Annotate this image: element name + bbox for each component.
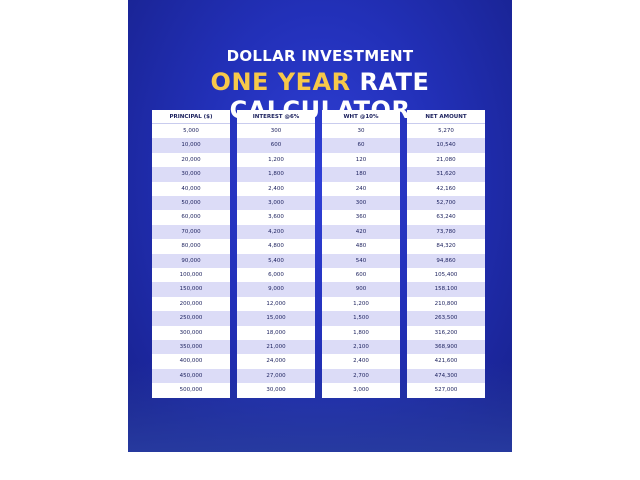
table-cell: 52,700 (407, 196, 485, 211)
table-cell: 24,000 (237, 354, 315, 369)
table-cell: 263,500 (407, 311, 485, 326)
table-cell: 500,000 (152, 383, 230, 398)
table-cell: 250,000 (152, 311, 230, 326)
table-cell: 527,000 (407, 383, 485, 398)
table-cell: 10,540 (407, 138, 485, 153)
column-header: PRINCIPAL ($) (152, 110, 230, 124)
table-cell: 316,200 (407, 325, 485, 340)
table-cell: 27,000 (237, 368, 315, 384)
table-cell: 100,000 (152, 268, 230, 283)
table-cell: 84,320 (407, 239, 485, 254)
table-cell: 240 (322, 181, 400, 196)
table-cell: 4,800 (237, 239, 315, 254)
table-cell: 2,700 (322, 368, 400, 384)
table-cell: 120 (322, 152, 400, 168)
table-cell: 12,000 (237, 296, 315, 312)
subtitle-highlight: ONE YEAR (210, 68, 351, 96)
table-cell: 94,860 (407, 253, 485, 268)
table-cell: 1,500 (322, 311, 400, 326)
table-cell: 158,100 (407, 282, 485, 297)
table-cell: 360 (322, 210, 400, 225)
table-cell: 63,240 (407, 210, 485, 225)
table-cell: 450,000 (152, 368, 230, 384)
table-cell: 73,780 (407, 224, 485, 240)
table-cell: 200,000 (152, 296, 230, 312)
table-cell: 4,200 (237, 224, 315, 240)
table-cell: 210,800 (407, 296, 485, 312)
table-cell: 18,000 (237, 325, 315, 340)
table-cell: 42,160 (407, 181, 485, 196)
table-cell: 368,900 (407, 340, 485, 355)
table-cell: 1,800 (322, 325, 400, 340)
table-cell: 30,000 (152, 167, 230, 182)
table-cell: 21,080 (407, 152, 485, 168)
table-cell: 420 (322, 224, 400, 240)
column-header: INTEREST @6% (237, 110, 315, 124)
table-cell: 5,400 (237, 253, 315, 268)
table-cell: 50,000 (152, 196, 230, 211)
table-cell: 80,000 (152, 239, 230, 254)
table-cell: 300 (322, 196, 400, 211)
table-cell: 540 (322, 253, 400, 268)
table-cell: 21,000 (237, 340, 315, 355)
table-cell: 30 (322, 124, 400, 139)
table-cell: 105,400 (407, 268, 485, 283)
table-cell: 350,000 (152, 340, 230, 355)
table-cell: 5,000 (152, 124, 230, 139)
infographic-panel: DOLLAR INVESTMENT ONE YEAR RATE CALCULAT… (128, 0, 512, 452)
table-cell: 2,400 (322, 354, 400, 369)
table-cell: 9,000 (237, 282, 315, 297)
column-header: NET AMOUNT @MATURITY (407, 110, 485, 134)
table-cell: 900 (322, 282, 400, 297)
table-cell: 70,000 (152, 224, 230, 240)
table-cell: 60,000 (152, 210, 230, 225)
table-cell: 31,620 (407, 167, 485, 182)
table-cell: 600 (237, 138, 315, 153)
table-cell: 2,100 (322, 340, 400, 355)
table-cell: 1,800 (237, 167, 315, 182)
table-cell: 480 (322, 239, 400, 254)
table-cell: 400,000 (152, 354, 230, 369)
table-cell: 20,000 (152, 152, 230, 168)
table-cell: 30,000 (237, 383, 315, 398)
table-cell: 3,000 (237, 196, 315, 211)
table-cell: 1,200 (237, 152, 315, 168)
table-cell: 600 (322, 268, 400, 283)
table-cell: 10,000 (152, 138, 230, 153)
table-cell: 421,600 (407, 354, 485, 369)
table-cell: 90,000 (152, 253, 230, 268)
table-cell: 150,000 (152, 282, 230, 297)
table-cell: 2,400 (237, 181, 315, 196)
column-header: WHT @10% (322, 110, 400, 124)
table-cell: 300,000 (152, 325, 230, 340)
table-cell: 1,200 (322, 296, 400, 312)
table-cell: 474,300 (407, 368, 485, 384)
table-cell: 40,000 (152, 181, 230, 196)
table-cell: 180 (322, 167, 400, 182)
table-cell: 5,270 (407, 124, 485, 139)
title: DOLLAR INVESTMENT (226, 47, 414, 65)
table-cell: 3,600 (237, 210, 315, 225)
table-cell: 6,000 (237, 268, 315, 283)
table-cell: 3,000 (322, 383, 400, 398)
table-cell: 60 (322, 138, 400, 153)
table-cell: 15,000 (237, 311, 315, 326)
table-cell: 300 (237, 124, 315, 139)
